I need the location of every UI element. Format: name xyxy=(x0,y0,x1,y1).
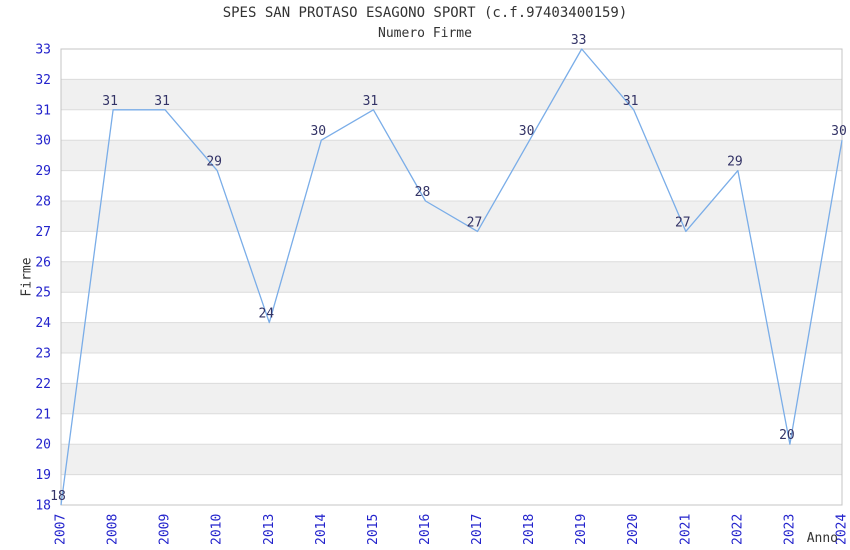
x-tick-label: 2013 xyxy=(262,514,277,545)
y-tick-label: 32 xyxy=(35,73,51,88)
x-tick-label: 2015 xyxy=(366,514,381,545)
plot-band xyxy=(61,140,842,171)
plot-band xyxy=(61,322,842,353)
data-point-label: 30 xyxy=(310,124,326,139)
plot-band xyxy=(61,109,842,141)
y-tick-label: 27 xyxy=(35,225,51,240)
x-tick-label: 2023 xyxy=(782,514,797,545)
x-tick-label: 2010 xyxy=(210,514,225,545)
x-tick-label: 2022 xyxy=(730,514,745,545)
x-tick-label: 2007 xyxy=(54,514,69,545)
data-point-label: 24 xyxy=(258,307,274,322)
y-tick-label: 19 xyxy=(35,468,51,483)
plot-band xyxy=(61,79,842,110)
y-tick-label: 23 xyxy=(35,347,51,362)
x-tick-label: 2020 xyxy=(626,514,641,545)
chart-title: SPES SAN PROTASO ESAGONO SPORT (c.f.9740… xyxy=(222,5,628,21)
plot-band xyxy=(61,474,842,505)
y-tick-label: 25 xyxy=(35,286,51,301)
plot-band xyxy=(61,413,842,445)
x-tick-label: 2021 xyxy=(678,514,693,545)
y-tick-label: 33 xyxy=(35,43,51,58)
data-point-label: 31 xyxy=(102,94,118,109)
x-tick-label: 2018 xyxy=(522,514,537,545)
data-point-label: 18 xyxy=(50,489,66,504)
y-tick-label: 18 xyxy=(35,499,51,514)
plot-band xyxy=(61,170,842,201)
x-tick-label: 2016 xyxy=(418,514,433,545)
data-line xyxy=(60,48,843,506)
y-tick-label: 28 xyxy=(35,195,51,210)
y-tick-label: 24 xyxy=(35,316,51,331)
y-tick-label: 22 xyxy=(35,377,51,392)
data-point-label: 29 xyxy=(727,155,743,170)
plot-band xyxy=(61,353,842,384)
y-tick-label: 21 xyxy=(35,407,51,422)
y-tick-label: 26 xyxy=(35,255,51,270)
plot-band xyxy=(61,261,842,293)
y-tick-label: 30 xyxy=(35,134,51,149)
data-point-label: 33 xyxy=(571,33,587,48)
y-tick-label: 31 xyxy=(35,103,51,118)
data-point-label: 30 xyxy=(519,124,535,139)
data-point-label: 31 xyxy=(154,94,170,109)
x-tick-label: 2009 xyxy=(158,514,173,545)
y-axis-title: Firme xyxy=(20,257,35,296)
plot-band xyxy=(61,444,842,475)
data-point-label: 31 xyxy=(623,94,639,109)
plot-band xyxy=(61,292,842,323)
y-tick-label: 29 xyxy=(35,164,51,179)
data-point-label: 27 xyxy=(675,215,691,230)
x-tick-label: 2024 xyxy=(835,514,850,545)
chart-subtitle: Numero Firme xyxy=(378,26,472,41)
data-point-label: 27 xyxy=(467,215,483,230)
x-tick-label: 2017 xyxy=(470,514,485,545)
plot-band xyxy=(61,383,842,414)
data-point-label: 20 xyxy=(779,428,795,443)
data-point-label: 28 xyxy=(415,185,431,200)
x-axis-title: Anno xyxy=(807,531,838,546)
data-point-label: 29 xyxy=(206,155,222,170)
x-tick-label: 2008 xyxy=(106,514,121,545)
plot-band xyxy=(61,49,842,80)
data-point-label: 30 xyxy=(831,124,847,139)
plot-band xyxy=(61,231,842,262)
data-point-label: 31 xyxy=(363,94,379,109)
y-tick-label: 20 xyxy=(35,438,51,453)
x-tick-label: 2014 xyxy=(314,514,329,545)
x-tick-label: 2019 xyxy=(574,514,589,545)
plot-border xyxy=(60,48,843,506)
